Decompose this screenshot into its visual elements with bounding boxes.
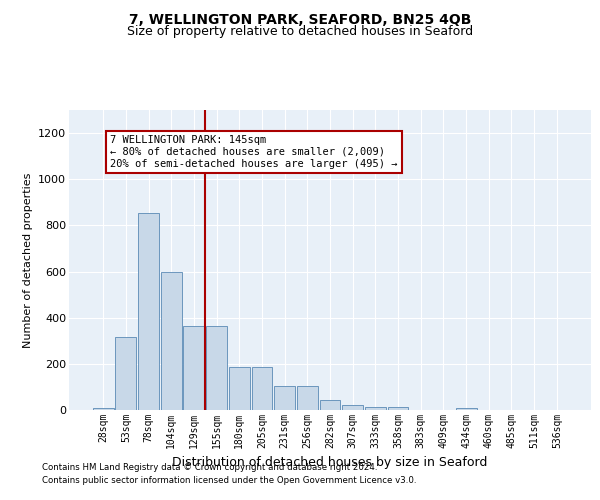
Bar [229,368,250,410]
Bar [274,386,295,410]
Bar [93,408,113,410]
Text: Contains HM Land Registry data © Crown copyright and database right 2024.: Contains HM Land Registry data © Crown c… [42,464,377,472]
Text: 7, WELLINGTON PARK, SEAFORD, BN25 4QB: 7, WELLINGTON PARK, SEAFORD, BN25 4QB [129,12,471,26]
Y-axis label: Number of detached properties: Number of detached properties [23,172,32,348]
Bar [115,338,136,410]
Bar [342,406,363,410]
Text: Contains public sector information licensed under the Open Government Licence v3: Contains public sector information licen… [42,476,416,485]
Bar [320,400,340,410]
Text: Size of property relative to detached houses in Seaford: Size of property relative to detached ho… [127,25,473,38]
Bar [251,368,272,410]
Bar [365,406,386,410]
Bar [138,212,159,410]
Bar [297,386,318,410]
Bar [455,408,476,410]
Bar [161,272,182,410]
Bar [206,326,227,410]
X-axis label: Distribution of detached houses by size in Seaford: Distribution of detached houses by size … [172,456,488,469]
Text: 7 WELLINGTON PARK: 145sqm
← 80% of detached houses are smaller (2,009)
20% of se: 7 WELLINGTON PARK: 145sqm ← 80% of detac… [110,136,397,168]
Bar [184,326,205,410]
Bar [388,406,409,410]
